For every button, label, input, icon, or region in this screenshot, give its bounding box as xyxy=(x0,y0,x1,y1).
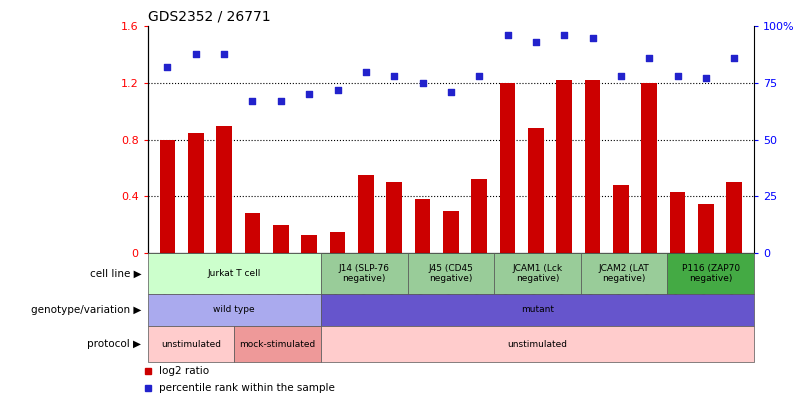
Bar xyxy=(556,80,572,253)
Point xyxy=(587,34,599,41)
Bar xyxy=(330,232,346,253)
Text: Jurkat T cell: Jurkat T cell xyxy=(207,269,261,278)
Text: unstimulated: unstimulated xyxy=(161,340,221,349)
Point xyxy=(614,73,627,79)
Point xyxy=(671,73,684,79)
Point xyxy=(246,98,259,104)
Bar xyxy=(235,326,321,362)
Bar xyxy=(585,80,600,253)
Bar xyxy=(642,83,657,253)
Point xyxy=(728,55,741,61)
Bar xyxy=(386,182,402,253)
Bar xyxy=(188,133,203,253)
Point xyxy=(359,68,372,75)
Point xyxy=(218,50,231,57)
Point xyxy=(388,73,401,79)
Bar xyxy=(613,185,629,253)
Text: protocol ▶: protocol ▶ xyxy=(87,339,141,349)
Bar xyxy=(667,253,754,294)
Bar xyxy=(216,126,232,253)
Bar xyxy=(321,326,754,362)
Text: JCAM2 (LAT
negative): JCAM2 (LAT negative) xyxy=(598,264,650,283)
Text: mock-stimulated: mock-stimulated xyxy=(239,340,316,349)
Text: percentile rank within the sample: percentile rank within the sample xyxy=(159,383,334,393)
Bar xyxy=(408,253,494,294)
Text: JCAM1 (Lck
negative): JCAM1 (Lck negative) xyxy=(512,264,563,283)
Bar xyxy=(726,182,742,253)
Bar xyxy=(581,253,667,294)
Point xyxy=(275,98,287,104)
Point xyxy=(189,50,202,57)
Bar xyxy=(528,128,543,253)
Bar xyxy=(472,179,487,253)
Text: cell line ▶: cell line ▶ xyxy=(89,269,141,278)
Point xyxy=(331,87,344,93)
Bar xyxy=(670,192,685,253)
Bar xyxy=(148,326,235,362)
Point xyxy=(161,64,174,70)
Bar xyxy=(321,253,408,294)
Bar xyxy=(273,225,289,253)
Text: J14 (SLP-76
negative): J14 (SLP-76 negative) xyxy=(338,264,389,283)
Point xyxy=(302,91,315,98)
Point xyxy=(473,73,486,79)
Text: unstimulated: unstimulated xyxy=(508,340,567,349)
Point xyxy=(700,75,713,82)
Bar xyxy=(302,234,317,253)
Text: wild type: wild type xyxy=(213,305,255,314)
Bar xyxy=(698,203,713,253)
Bar xyxy=(500,83,516,253)
Bar xyxy=(321,294,754,326)
Point xyxy=(444,89,457,95)
Point xyxy=(530,39,543,45)
Text: log2 ratio: log2 ratio xyxy=(159,366,208,376)
Bar xyxy=(415,199,430,253)
Text: mutant: mutant xyxy=(521,305,554,314)
Point xyxy=(558,32,571,38)
Point xyxy=(416,80,429,86)
Bar xyxy=(494,253,581,294)
Bar xyxy=(245,213,260,253)
Bar xyxy=(148,253,321,294)
Bar xyxy=(148,294,321,326)
Bar xyxy=(160,140,176,253)
Text: genotype/variation ▶: genotype/variation ▶ xyxy=(31,305,141,315)
Bar xyxy=(443,211,459,253)
Bar xyxy=(358,175,373,253)
Point xyxy=(501,32,514,38)
Text: P116 (ZAP70
negative): P116 (ZAP70 negative) xyxy=(681,264,740,283)
Point xyxy=(643,55,656,61)
Text: GDS2352 / 26771: GDS2352 / 26771 xyxy=(148,10,271,24)
Text: J45 (CD45
negative): J45 (CD45 negative) xyxy=(429,264,473,283)
